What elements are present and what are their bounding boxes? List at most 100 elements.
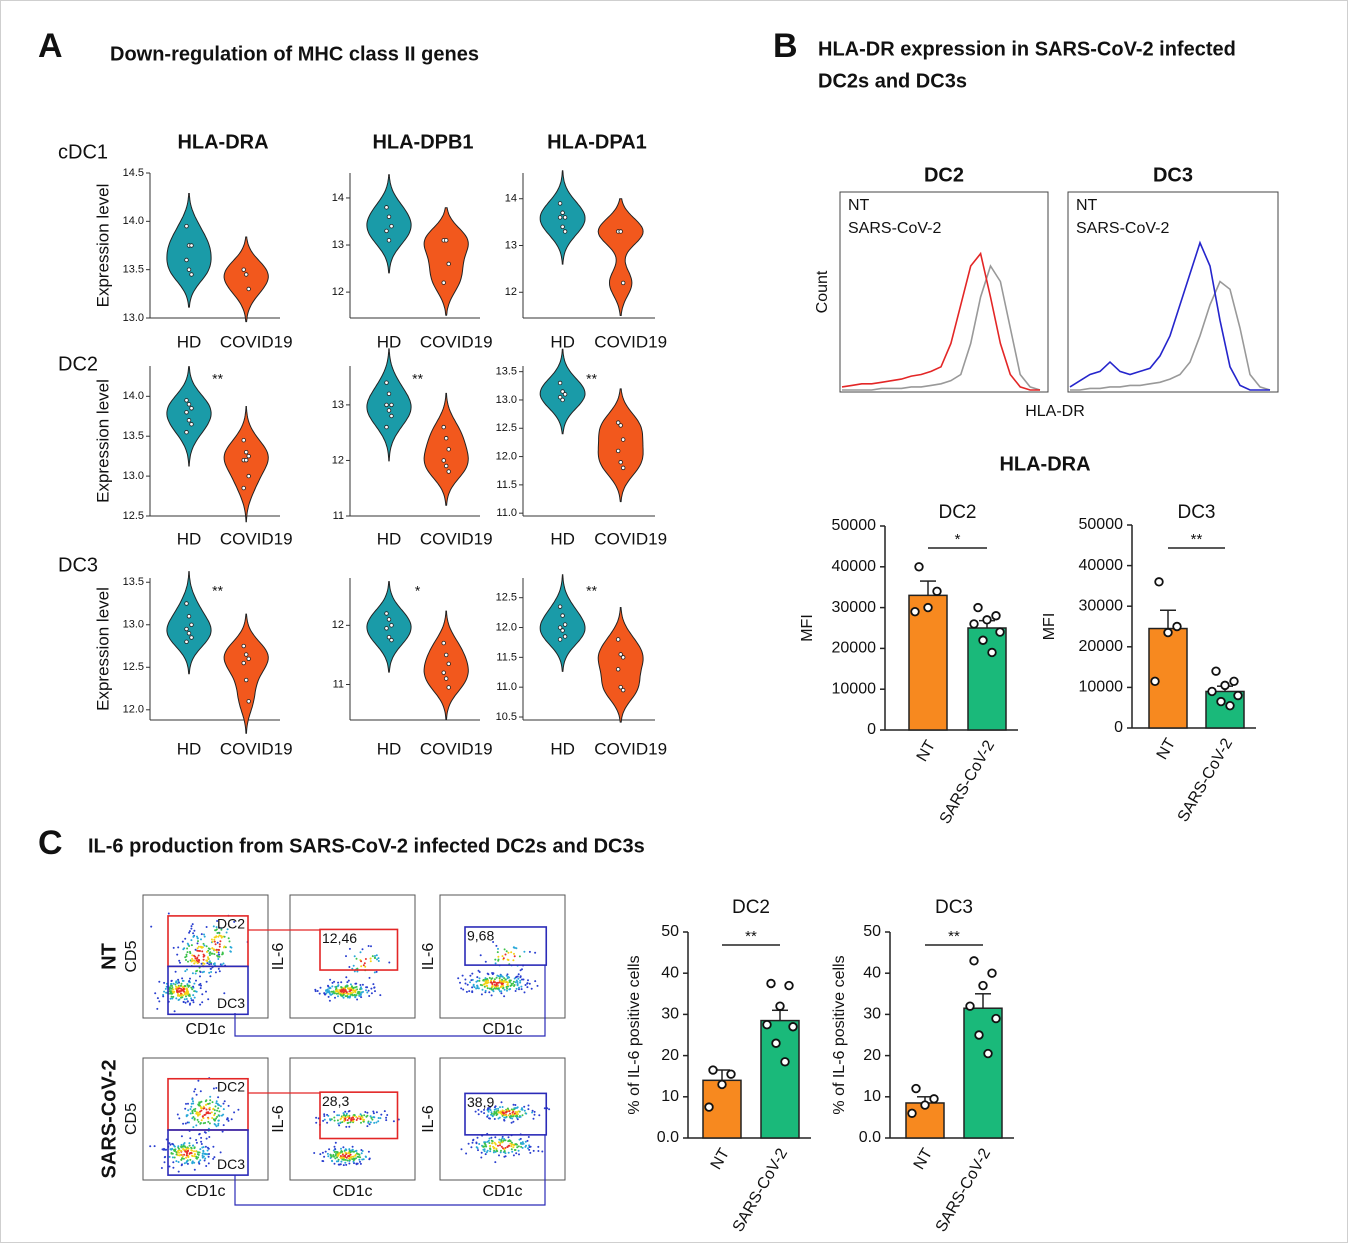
- event-dot: [508, 1144, 511, 1147]
- data-point: [929, 1094, 939, 1104]
- event-dot: [175, 1151, 178, 1154]
- event-dot: [513, 955, 516, 958]
- event-dot: [189, 952, 192, 955]
- event-dot: [325, 992, 328, 995]
- y-tick-label: 50: [863, 923, 881, 940]
- data-point: [1150, 676, 1160, 687]
- event-dot: [169, 997, 172, 1000]
- event-dot: [501, 1141, 504, 1144]
- event-dot: [187, 1155, 190, 1158]
- event-dot: [187, 1109, 190, 1112]
- event-dot: [375, 1111, 378, 1114]
- event-dot: [215, 926, 218, 929]
- event-dot: [193, 1168, 196, 1171]
- event-dot: [176, 1113, 179, 1116]
- event-dot: [497, 947, 499, 950]
- event-dot: [516, 1146, 519, 1149]
- event-dot: [198, 1162, 201, 1165]
- event-dot: [218, 943, 221, 946]
- event-dot: [513, 952, 515, 955]
- event-dot: [470, 1146, 473, 1149]
- event-dot: [360, 987, 363, 990]
- gate-value: 38,9: [467, 1094, 494, 1110]
- event-dot: [218, 1114, 221, 1117]
- data-point: [1220, 680, 1230, 691]
- data-point: [184, 410, 189, 415]
- x-tick-label: COVID19: [220, 529, 293, 548]
- event-dot: [191, 1098, 194, 1101]
- event-dot: [517, 973, 520, 976]
- data-point: [246, 656, 251, 661]
- violin: [597, 388, 644, 503]
- x-axis-label: CD1c: [332, 1021, 372, 1038]
- event-dot: [197, 954, 200, 957]
- event-dot: [329, 1118, 331, 1121]
- x-axis-label: CD1c: [482, 1183, 522, 1200]
- histogram-curve: [841, 251, 1040, 391]
- event-dot: [315, 1121, 318, 1124]
- event-dot: [498, 1141, 500, 1144]
- event-dot: [200, 1143, 203, 1145]
- event-dot: [349, 987, 352, 990]
- event-dot: [193, 1146, 196, 1149]
- event-dot: [189, 1112, 192, 1115]
- legend-label: NT: [1076, 197, 1098, 214]
- event-dot: [165, 1138, 168, 1141]
- event-dot: [499, 975, 502, 978]
- event-dot: [498, 1154, 500, 1157]
- event-dot: [503, 948, 506, 951]
- event-dot: [183, 1162, 186, 1165]
- event-dot: [488, 1142, 491, 1144]
- event-dot: [490, 987, 493, 990]
- event-dot: [209, 1099, 212, 1102]
- event-dot: [374, 955, 376, 957]
- event-dot: [207, 958, 210, 960]
- y-tick-label: 12.5: [496, 422, 517, 434]
- event-dot: [207, 1162, 210, 1165]
- event-dot: [348, 1162, 351, 1165]
- event-dot: [183, 1145, 186, 1148]
- event-dot: [503, 995, 506, 998]
- event-dot: [208, 1136, 211, 1138]
- event-dot: [348, 947, 351, 950]
- event-dot: [521, 978, 523, 981]
- event-dot: [180, 1149, 183, 1152]
- event-dot: [512, 959, 515, 962]
- event-dot: [501, 1114, 504, 1117]
- event-dot: [508, 976, 511, 979]
- violin: [539, 170, 586, 265]
- data-point: [965, 1001, 975, 1011]
- event-dot: [352, 1120, 355, 1123]
- gate-connector: [234, 1135, 546, 1206]
- event-dot: [359, 1118, 362, 1121]
- event-dot: [197, 958, 200, 961]
- event-dot: [333, 1155, 335, 1158]
- violin: [166, 366, 212, 467]
- data-point: [726, 1069, 736, 1079]
- event-dot: [501, 1109, 504, 1112]
- event-dot: [178, 1149, 181, 1152]
- data-point: [978, 635, 988, 645]
- plot-frame: [142, 894, 269, 1019]
- data-point: [441, 424, 446, 430]
- event-dot: [494, 1112, 497, 1115]
- event-dot: [495, 1114, 498, 1117]
- event-dot: [500, 1113, 503, 1116]
- event-dot: [526, 1139, 529, 1142]
- event-dot: [327, 1114, 330, 1117]
- event-dot: [180, 994, 183, 997]
- event-dot: [490, 994, 493, 997]
- violin: [166, 571, 212, 675]
- event-dot: [174, 970, 177, 973]
- event-dot: [363, 962, 366, 965]
- event-dot: [178, 981, 180, 984]
- event-dot: [218, 934, 221, 937]
- event-dot: [523, 950, 526, 953]
- event-dot: [494, 1143, 497, 1145]
- event-dot: [192, 994, 195, 997]
- event-dot: [491, 977, 494, 980]
- event-dot: [217, 935, 220, 938]
- data-point: [974, 1030, 984, 1040]
- event-dot: [197, 949, 200, 952]
- y-tick-label: 11.5: [496, 651, 517, 663]
